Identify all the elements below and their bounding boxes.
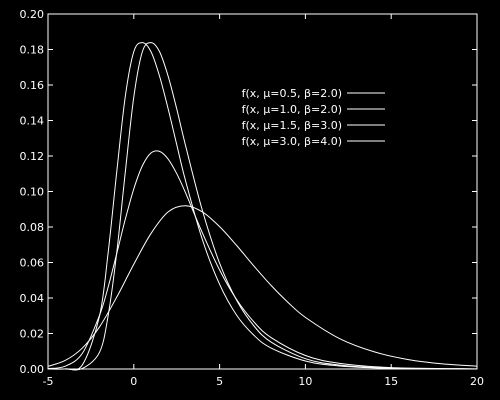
y-tick-label: 0.04: [20, 292, 45, 305]
series-line-3: [47, 150, 478, 370]
y-tick-label: 0.08: [20, 221, 45, 234]
x-tick-label: 15: [384, 375, 398, 388]
y-tick-label: 0.10: [20, 186, 45, 199]
legend-label-2: f(x, μ=1.0, β=2.0): [242, 103, 342, 116]
series-lines: [47, 42, 478, 371]
x-tick-label: 0: [130, 375, 137, 388]
legend-label-3: f(x, μ=1.5, β=3.0): [242, 119, 342, 132]
series-line-4: [47, 205, 478, 367]
x-tick-label: 20: [470, 375, 484, 388]
legend-label-1: f(x, μ=0.5, β=2.0): [242, 87, 342, 100]
y-tick-label: 0.00: [20, 363, 45, 376]
y-tick-label: 0.02: [20, 328, 45, 341]
x-tick-label: 10: [298, 375, 312, 388]
y-tick-label: 0.20: [20, 8, 45, 21]
legend-label-4: f(x, μ=3.0, β=4.0): [242, 135, 342, 148]
y-tick-label: 0.14: [20, 115, 45, 128]
axis-tick-labels: -5 0 5 10 15 20 0.00 0.02 0.04 0.06 0.08 0.10 0.12 0.…: [20, 8, 485, 388]
series-line-1: [47, 42, 478, 371]
x-tick-label: -5: [43, 375, 54, 388]
x-tick-label: 5: [216, 375, 223, 388]
legend: f(x, μ=0.5, β=2.0) f(x, μ=1.0, β=2.0) f(x,…: [242, 87, 385, 148]
y-tick-label: 0.16: [20, 79, 45, 92]
y-tick-label: 0.12: [20, 150, 45, 163]
y-tick-label: 0.06: [20, 257, 45, 270]
y-tick-label: 0.18: [20, 44, 45, 57]
series-line-2: [47, 42, 478, 371]
